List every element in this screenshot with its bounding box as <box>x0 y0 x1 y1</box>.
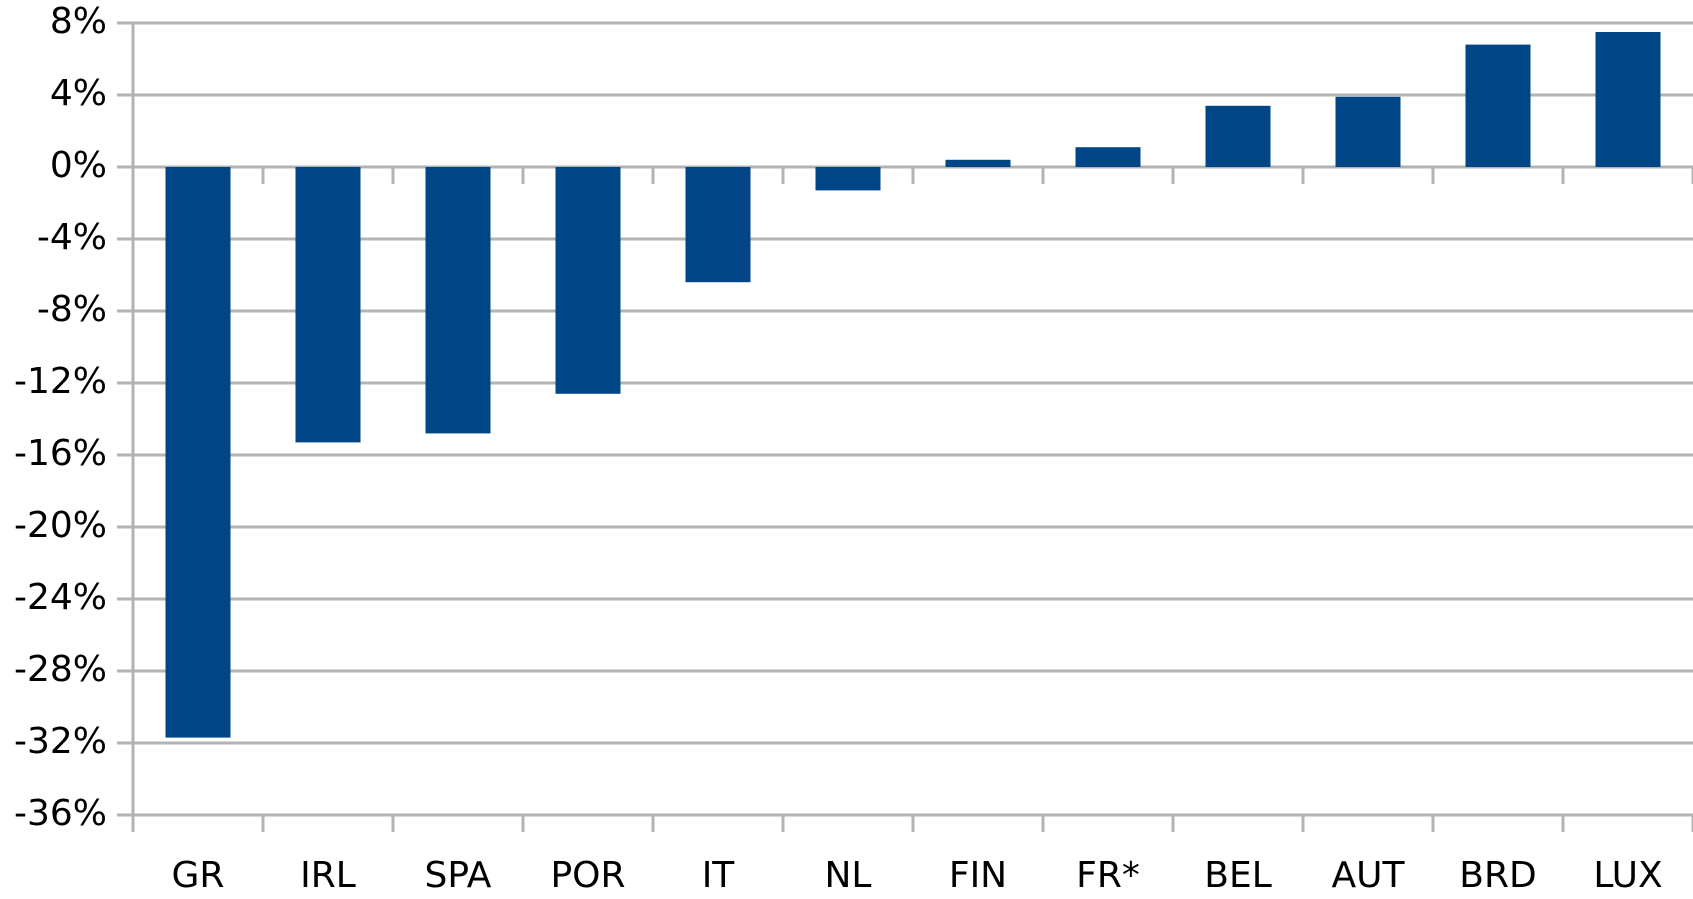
y-tick-label: -24% <box>14 577 107 618</box>
x-tick-label: BEL <box>1204 855 1272 896</box>
x-tick-label: FIN <box>949 855 1007 896</box>
y-tick-label: -28% <box>14 649 107 690</box>
bar <box>685 167 751 283</box>
x-tick-label: FR* <box>1076 855 1140 896</box>
x-tick-label: GR <box>172 855 225 896</box>
x-tick-label: LUX <box>1593 855 1662 896</box>
bar <box>1205 105 1271 167</box>
x-tick-label: SPA <box>425 855 492 896</box>
bar <box>165 167 231 738</box>
x-tick-label: BRD <box>1459 855 1536 896</box>
bar <box>295 167 361 443</box>
y-tick-label: 4% <box>50 73 107 114</box>
bar <box>945 159 1011 167</box>
x-tick-label: IT <box>702 855 736 896</box>
bar <box>815 167 881 191</box>
y-tick-label: -16% <box>14 433 107 474</box>
bar <box>555 167 621 394</box>
x-tick-label: IRL <box>300 855 356 896</box>
y-tick-label: 0% <box>50 145 107 186</box>
bar <box>1075 147 1141 167</box>
y-tick-label: -32% <box>14 721 107 762</box>
x-tick-label: NL <box>825 855 872 896</box>
y-tick-label: -4% <box>37 217 107 258</box>
bar <box>1595 32 1661 167</box>
bar <box>1335 96 1401 167</box>
bar <box>1465 44 1531 167</box>
y-tick-label: -36% <box>14 793 107 834</box>
x-tick-label: AUT <box>1332 855 1406 896</box>
bar <box>425 167 491 434</box>
y-tick-label: -12% <box>14 361 107 402</box>
y-tick-label: 8% <box>50 1 107 42</box>
y-tick-label: -8% <box>37 289 107 330</box>
y-tick-label: -20% <box>14 505 107 546</box>
x-tick-label: POR <box>550 855 625 896</box>
